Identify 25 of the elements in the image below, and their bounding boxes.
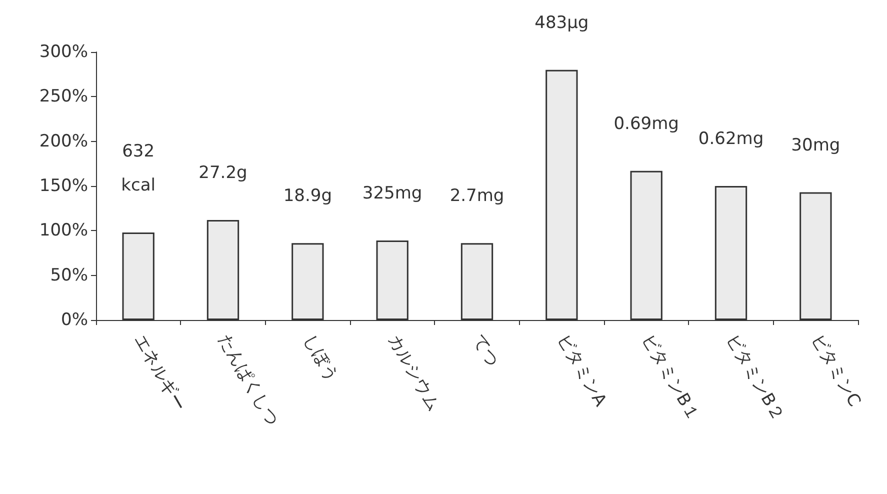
y-tick-label: 0% xyxy=(61,310,88,330)
x-tick-label: てつ xyxy=(468,331,503,370)
x-tick-label: しぼう xyxy=(299,331,342,386)
annotation: 0.62mg xyxy=(698,129,764,149)
text: 483μg xyxy=(534,12,589,33)
y-tick-label: 250% xyxy=(39,86,88,107)
y-tick-label: 100% xyxy=(39,220,88,241)
x-tick-label: ビタミンA xyxy=(553,331,610,410)
y-tick-label: 50% xyxy=(50,265,88,286)
x-tick-label: たんぱくしつ xyxy=(214,331,283,430)
x-tick-label: ビタミンC xyxy=(807,331,864,410)
x-tick-label: エネルギー xyxy=(130,331,190,415)
x-tick-label: カルシウム xyxy=(384,331,444,415)
y-tick-label: 300% xyxy=(39,42,88,62)
annotation: 2.7mg xyxy=(450,186,504,206)
y-tick-label: 150% xyxy=(39,176,88,196)
annotation: 0.69mg xyxy=(614,114,679,134)
x-tick-label: ビタミンB１ xyxy=(638,331,704,425)
annotation: 27.2g xyxy=(198,162,248,183)
annotation: 632 kcal xyxy=(121,141,156,196)
annotation: 30mg xyxy=(791,135,840,156)
x-tick-label: ビタミンB２ xyxy=(722,331,788,425)
annotation: 18.9g xyxy=(283,186,332,206)
annotation: 325mg xyxy=(362,183,422,204)
y-tick-label: 200% xyxy=(39,131,88,152)
